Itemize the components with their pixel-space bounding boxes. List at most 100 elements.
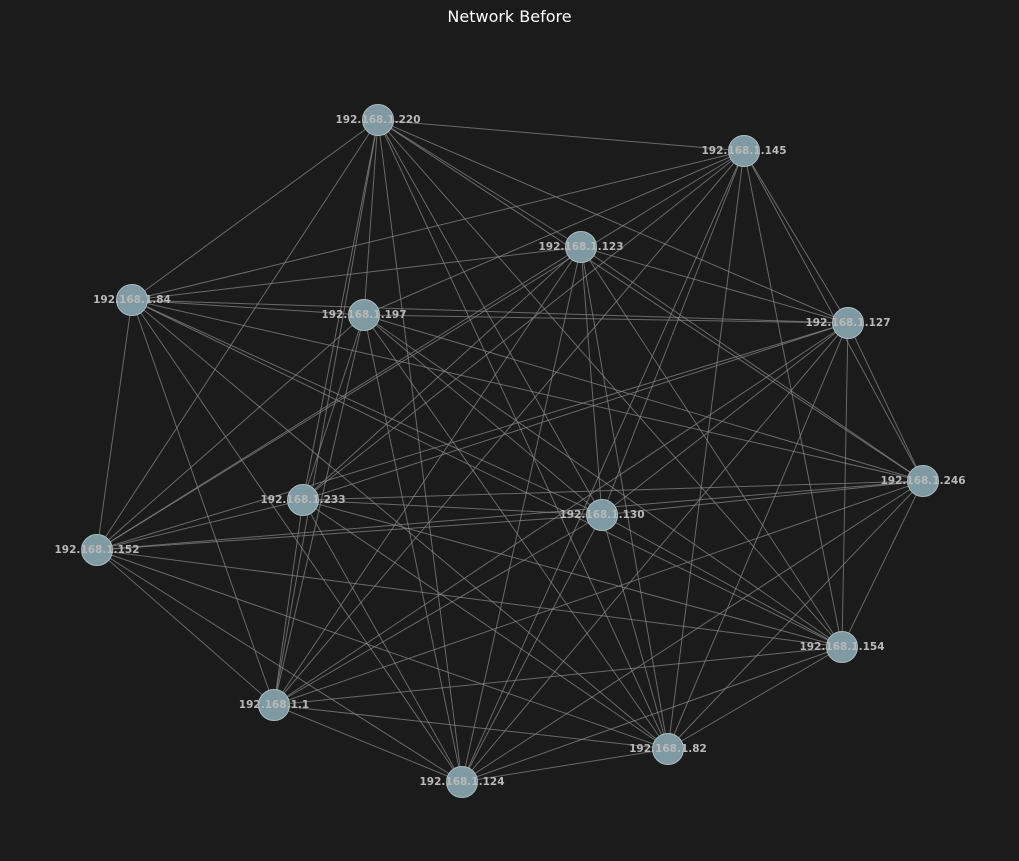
- edge-192.168.1.154-192.168.1.124: [461, 646, 843, 783]
- edge-192.168.1.1-192.168.1.124: [273, 704, 463, 783]
- edge-192.168.1.145-192.168.1.233: [302, 150, 745, 501]
- node-label-192.168.1.145: 192.168.1.145: [701, 145, 786, 157]
- edge-192.168.1.233-192.168.1.130: [302, 499, 603, 516]
- edge-192.168.1.197-192.168.1.124: [363, 314, 463, 783]
- node-label-192.168.1.152: 192.168.1.152: [54, 544, 139, 556]
- edge-192.168.1.246-192.168.1.130: [601, 480, 924, 516]
- label-layer: 192.168.1.220 192.168.1.145 192.168.1.123 1…: [54, 114, 965, 788]
- edge-192.168.1.145-192.168.1.154: [743, 150, 843, 648]
- node-layer: [81, 104, 939, 798]
- node-192.168.1.145[interactable]: [728, 135, 760, 167]
- edge-192.168.1.123-192.168.1.1: [273, 246, 582, 706]
- node-label-192.168.1.124: 192.168.1.124: [419, 776, 504, 788]
- edge-layer: [96, 119, 924, 783]
- edge-192.168.1.130-192.168.1.154: [601, 514, 843, 648]
- edge-192.168.1.127-192.168.1.130: [601, 322, 849, 516]
- edge-192.168.1.152-192.168.1.1: [96, 549, 275, 706]
- edge-192.168.1.84-192.168.1.152: [96, 299, 133, 551]
- edge-192.168.1.220-192.168.1.233: [302, 119, 379, 501]
- edge-192.168.1.220-192.168.1.82: [377, 119, 669, 750]
- edge-192.168.1.145-192.168.1.127: [743, 150, 849, 324]
- edge-192.168.1.233-192.168.1.154: [302, 499, 843, 648]
- edge-192.168.1.145-192.168.1.197: [363, 150, 745, 316]
- node-label-192.168.1.1: 192.168.1.1: [239, 699, 309, 711]
- edge-192.168.1.246-192.168.1.152: [96, 480, 924, 551]
- edge-192.168.1.123-192.168.1.84: [131, 246, 582, 301]
- node-label-192.168.1.197: 192.168.1.197: [321, 309, 406, 321]
- edge-192.168.1.246-192.168.1.124: [461, 480, 924, 783]
- edge-192.168.1.145-192.168.1.246: [743, 150, 924, 482]
- edge-192.168.1.127-192.168.1.1: [273, 322, 849, 706]
- edge-192.168.1.154-192.168.1.82: [667, 646, 843, 750]
- edge-192.168.1.123-192.168.1.127: [580, 246, 849, 324]
- edge-192.168.1.154-192.168.1.1: [273, 646, 843, 706]
- node-192.168.1.130[interactable]: [586, 499, 618, 531]
- edge-192.168.1.220-192.168.1.154: [377, 119, 843, 648]
- edge-192.168.1.145-192.168.1.124: [461, 150, 745, 783]
- node-192.168.1.233[interactable]: [287, 484, 319, 516]
- edge-192.168.1.130-192.168.1.152: [96, 514, 603, 551]
- node-192.168.1.127[interactable]: [832, 307, 864, 339]
- edge-192.168.1.197-192.168.1.82: [363, 314, 669, 750]
- node-192.168.1.246[interactable]: [907, 465, 939, 497]
- node-192.168.1.123[interactable]: [565, 231, 597, 263]
- edge-192.168.1.84-192.168.1.197: [131, 299, 365, 316]
- edge-192.168.1.233-192.168.1.124: [302, 499, 463, 783]
- edge-192.168.1.197-192.168.1.127: [363, 314, 849, 324]
- edge-192.168.1.145-192.168.1.84: [131, 150, 745, 301]
- node-192.168.1.124[interactable]: [446, 766, 478, 798]
- edge-192.168.1.220-192.168.1.127: [377, 119, 849, 324]
- edge-192.168.1.197-192.168.1.233: [302, 314, 365, 501]
- node-192.168.1.84[interactable]: [116, 284, 148, 316]
- edge-192.168.1.127-192.168.1.152: [96, 322, 849, 551]
- edge-192.168.1.82-192.168.1.124: [461, 748, 669, 783]
- edge-192.168.1.246-192.168.1.82: [667, 480, 924, 750]
- edge-192.168.1.123-192.168.1.233: [302, 246, 582, 501]
- edge-192.168.1.220-192.168.1.1: [273, 119, 379, 706]
- node-label-192.168.1.82: 192.168.1.82: [629, 743, 707, 755]
- edge-192.168.1.152-192.168.1.82: [96, 549, 669, 750]
- edge-192.168.1.130-192.168.1.82: [601, 514, 669, 750]
- node-label-192.168.1.84: 192.168.1.84: [93, 294, 171, 306]
- edge-192.168.1.220-192.168.1.84: [131, 119, 379, 301]
- edge-192.168.1.220-192.168.1.145: [377, 119, 745, 152]
- edge-192.168.1.127-192.168.1.154: [841, 322, 849, 648]
- node-192.168.1.220[interactable]: [362, 104, 394, 136]
- edge-192.168.1.220-192.168.1.152: [96, 119, 379, 551]
- edge-192.168.1.127-192.168.1.233: [302, 322, 849, 501]
- edge-192.168.1.127-192.168.1.124: [461, 322, 849, 783]
- edge-192.168.1.123-192.168.1.152: [96, 246, 582, 551]
- node-label-192.168.1.246: 192.168.1.246: [880, 475, 965, 487]
- graph-title: Network Before: [447, 7, 572, 26]
- edge-192.168.1.197-192.168.1.246: [363, 314, 924, 482]
- edge-192.168.1.84-192.168.1.246: [131, 299, 924, 482]
- edge-192.168.1.220-192.168.1.246: [377, 119, 924, 482]
- node-192.168.1.82[interactable]: [652, 733, 684, 765]
- edge-192.168.1.84-192.168.1.130: [131, 299, 603, 516]
- node-label-192.168.1.233: 192.168.1.233: [260, 494, 345, 506]
- edge-192.168.1.220-192.168.1.124: [377, 119, 463, 783]
- edge-192.168.1.130-192.168.1.124: [461, 514, 603, 783]
- edge-192.168.1.220-192.168.1.197: [363, 119, 379, 316]
- edge-192.168.1.123-192.168.1.246: [580, 246, 924, 482]
- edge-192.168.1.220-192.168.1.123: [377, 119, 582, 248]
- edge-192.168.1.1-192.168.1.82: [273, 704, 669, 750]
- edge-192.168.1.246-192.168.1.154: [841, 480, 924, 648]
- edge-192.168.1.197-192.168.1.152: [96, 314, 365, 551]
- edge-192.168.1.145-192.168.1.82: [667, 150, 745, 750]
- node-192.168.1.197[interactable]: [348, 299, 380, 331]
- edge-192.168.1.197-192.168.1.130: [363, 314, 603, 516]
- edge-192.168.1.84-192.168.1.154: [131, 299, 843, 648]
- edge-192.168.1.197-192.168.1.1: [273, 314, 365, 706]
- edge-192.168.1.127-192.168.1.82: [667, 322, 849, 750]
- node-label-192.168.1.130: 192.168.1.130: [559, 509, 644, 521]
- node-192.168.1.154[interactable]: [826, 631, 858, 663]
- edge-192.168.1.145-192.168.1.1: [273, 150, 745, 706]
- edge-192.168.1.145-192.168.1.130: [601, 150, 745, 516]
- node-192.168.1.1[interactable]: [258, 689, 290, 721]
- edge-192.168.1.152-192.168.1.154: [96, 549, 843, 648]
- node-192.168.1.152[interactable]: [81, 534, 113, 566]
- edge-192.168.1.233-192.168.1.1: [273, 499, 304, 706]
